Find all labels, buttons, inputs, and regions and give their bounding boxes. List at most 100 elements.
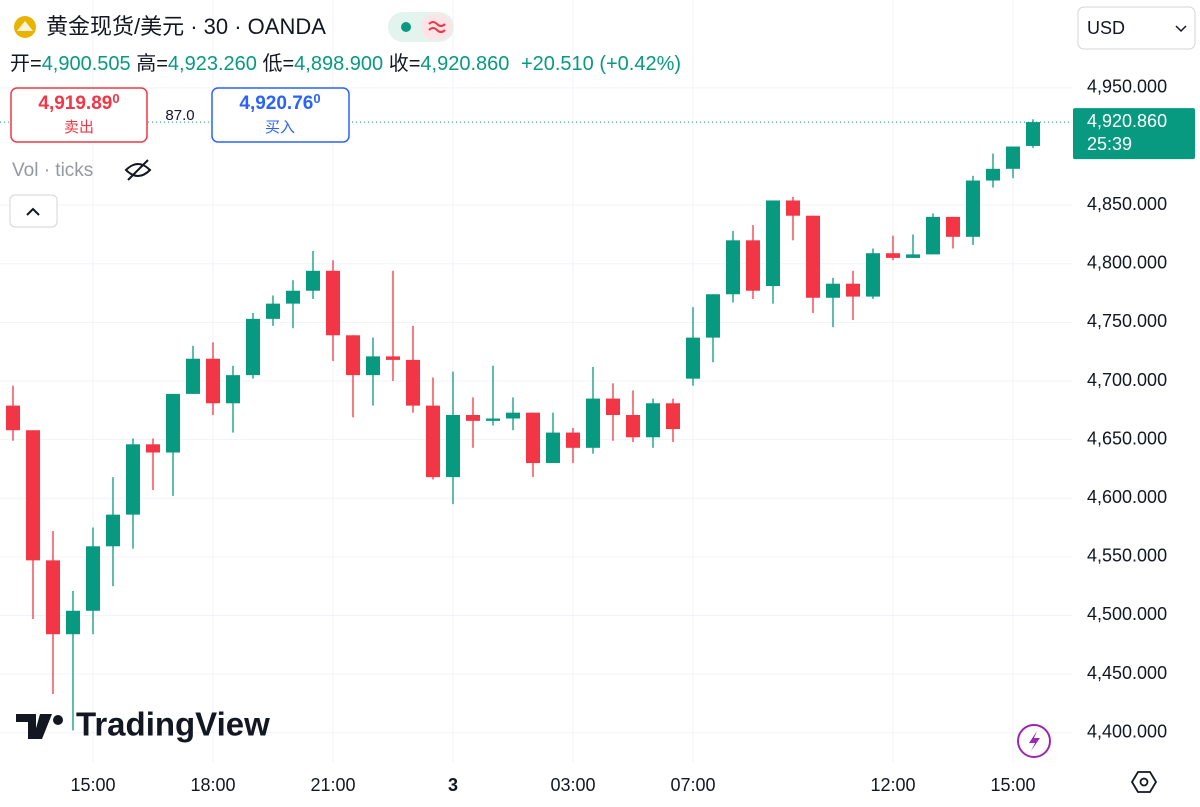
candle-body bbox=[106, 514, 120, 547]
candle-body bbox=[526, 412, 540, 464]
symbol-icon-mark bbox=[17, 21, 33, 31]
x-tick-label: 18:00 bbox=[190, 775, 235, 795]
x-tick-label: 07:00 bbox=[670, 775, 715, 795]
candle-body bbox=[306, 270, 320, 291]
candle-body bbox=[906, 254, 920, 258]
y-tick-label: 4,650.000 bbox=[1087, 428, 1167, 448]
currency-label[interactable]: USD bbox=[1087, 18, 1125, 38]
candle-body bbox=[686, 337, 700, 379]
legend-label: 低= bbox=[262, 52, 294, 75]
logo-dot bbox=[53, 715, 63, 725]
x-tick-label: 12:00 bbox=[870, 775, 915, 795]
candle-body bbox=[1026, 122, 1040, 146]
candle-body bbox=[506, 412, 520, 419]
y-tick-label: 4,600.000 bbox=[1087, 487, 1167, 507]
candle-body bbox=[86, 546, 100, 611]
x-tick-label: 21:00 bbox=[310, 775, 355, 795]
y-tick-label: 4,850.000 bbox=[1087, 194, 1167, 214]
y-tick-label: 4,800.000 bbox=[1087, 253, 1167, 273]
ohlc-legend: 开=4,900.505 高=4,923.260 低=4,898.900 收=4,… bbox=[10, 52, 681, 75]
candle-body bbox=[766, 200, 780, 287]
legend-change: +20.510 (+0.42%) bbox=[521, 53, 681, 75]
hide-icon[interactable] bbox=[124, 159, 152, 181]
sell-price-sup[interactable]: 0 bbox=[112, 91, 119, 106]
candle-body bbox=[46, 560, 60, 635]
currency-arrow[interactable] bbox=[1175, 25, 1187, 33]
candle-body bbox=[806, 215, 820, 298]
legend-label: 开= bbox=[10, 53, 42, 75]
spread: 87.0 bbox=[165, 107, 194, 124]
sell-price[interactable]: 4,919.890 bbox=[38, 91, 119, 114]
candle-body bbox=[166, 393, 180, 453]
candle-body bbox=[726, 240, 740, 295]
candle-body bbox=[926, 216, 940, 255]
candle-body bbox=[386, 356, 400, 360]
legend-value: 4,923.260 bbox=[168, 53, 257, 75]
y-tick-label: 4,700.000 bbox=[1087, 370, 1167, 390]
candle-body bbox=[366, 356, 380, 376]
candle-body bbox=[586, 398, 600, 448]
buy-label[interactable]: 买入 bbox=[265, 119, 295, 136]
y-tick-label: 4,400.000 bbox=[1087, 721, 1167, 741]
candle-body bbox=[706, 294, 720, 338]
candle-body bbox=[146, 444, 160, 453]
y-tick-label: 4,500.000 bbox=[1087, 604, 1167, 624]
buy-price-sup[interactable]: 0 bbox=[313, 91, 320, 106]
candle-body bbox=[566, 432, 580, 448]
sell-button[interactable] bbox=[10, 87, 148, 143]
y-tick-label: 4,750.000 bbox=[1087, 311, 1167, 331]
candle-body bbox=[26, 430, 40, 561]
status-icon bbox=[428, 21, 446, 33]
legend-label: 收= bbox=[389, 52, 421, 75]
candle-body bbox=[446, 414, 460, 478]
currency-select[interactable] bbox=[1077, 6, 1196, 50]
legend-value: 4,900.505 bbox=[42, 53, 131, 75]
logo-mark bbox=[16, 714, 52, 739]
candle-body bbox=[186, 358, 200, 394]
buy-price-main[interactable]: 4,920.76 bbox=[239, 93, 313, 114]
candle-body bbox=[546, 432, 560, 464]
candle-body bbox=[946, 216, 960, 237]
candle-body bbox=[346, 335, 360, 376]
legend-value: 4,898.900 bbox=[294, 53, 383, 75]
candle-body bbox=[426, 405, 440, 478]
status-dot bbox=[401, 22, 411, 32]
candle-body bbox=[986, 168, 1000, 181]
candle-body bbox=[786, 200, 800, 216]
candle-body bbox=[866, 253, 880, 297]
collapse-button[interactable] bbox=[9, 194, 58, 228]
chart-title: 黄金现货/美元 · 30 · OANDA bbox=[46, 14, 326, 39]
candle-body bbox=[266, 303, 280, 319]
x-tick-label: 15:00 bbox=[70, 775, 115, 795]
legend-value: 4,920.860 bbox=[420, 53, 509, 75]
candle-body bbox=[626, 414, 640, 438]
sell-label[interactable]: 卖出 bbox=[64, 119, 94, 136]
candle-body bbox=[826, 283, 840, 298]
watermark: TradingView bbox=[76, 706, 270, 743]
countdown: 25:39 bbox=[1087, 134, 1132, 154]
candle-body bbox=[206, 358, 220, 404]
settings-icon[interactable] bbox=[1130, 771, 1158, 793]
collapse-icon[interactable] bbox=[26, 207, 40, 216]
last-price-tag bbox=[1073, 108, 1195, 160]
candle-body bbox=[66, 610, 80, 635]
candle-body bbox=[846, 283, 860, 297]
alert-icon[interactable] bbox=[1029, 731, 1040, 751]
candle-body bbox=[1006, 146, 1020, 169]
candle-body bbox=[606, 398, 620, 415]
candle-body bbox=[966, 180, 980, 237]
buy-button[interactable] bbox=[211, 87, 350, 143]
candle-body bbox=[226, 375, 240, 404]
sell-price-main[interactable]: 4,919.89 bbox=[38, 93, 112, 114]
candle-body bbox=[326, 270, 340, 336]
indicator-label: Vol · ticks bbox=[12, 160, 93, 181]
y-tick-label: 4,950.000 bbox=[1087, 77, 1167, 97]
buy-price[interactable]: 4,920.760 bbox=[239, 91, 320, 114]
x-tick-label: 3 bbox=[448, 775, 458, 795]
candle-body bbox=[746, 240, 760, 291]
status-badge-alt bbox=[421, 14, 452, 40]
settings-icon-center[interactable] bbox=[1139, 777, 1149, 787]
candle-body bbox=[6, 405, 20, 431]
legend-label: 高= bbox=[136, 52, 168, 75]
